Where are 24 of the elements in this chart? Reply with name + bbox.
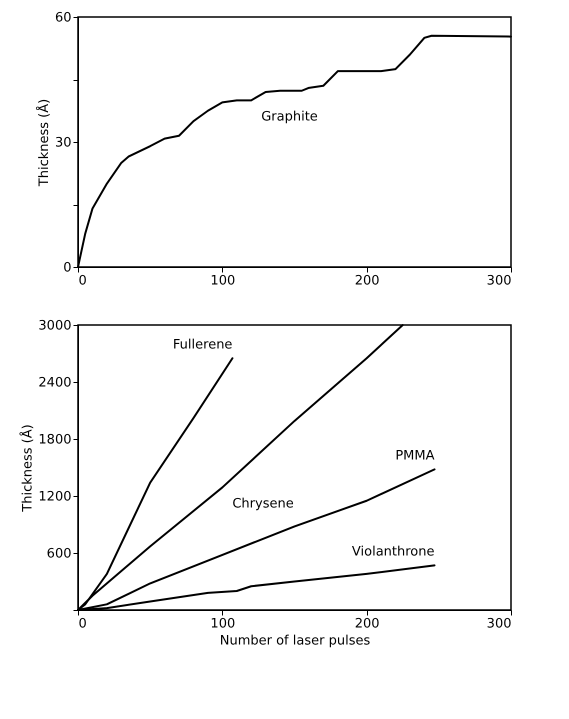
y-tick-label: 30 — [54, 136, 72, 150]
y-tick-label: 1200 — [38, 490, 72, 504]
series-label: Graphite — [261, 109, 318, 124]
y-tick-label: 3000 — [38, 318, 72, 334]
y-axis-title: Thickness (Å) — [18, 424, 36, 513]
series-label: Chrysene — [232, 496, 294, 512]
x-tick-label: 200 — [354, 274, 380, 288]
series-label: PMMA — [395, 448, 435, 464]
y-tick-label: 1800 — [38, 432, 72, 448]
y-tick-label: 2400 — [38, 376, 72, 390]
y-tick-label: 60 — [54, 10, 72, 26]
y-tick-label: 0 — [63, 260, 72, 276]
x-tick-label: 300 — [486, 274, 512, 288]
x-tick-label: 0 — [78, 274, 87, 288]
x-tick-label: 200 — [354, 616, 380, 632]
x-tick-label: 100 — [210, 274, 236, 288]
y-tick-label: 600 — [46, 546, 72, 562]
series-label: Violanthrone — [352, 544, 435, 560]
series-label: Fullerene — [172, 337, 232, 352]
y-axis-title: Thickness (Å) — [34, 98, 52, 188]
x-tick-label: 0 — [78, 616, 87, 632]
x-tick-label: 100 — [210, 616, 236, 632]
x-tick-label: 300 — [486, 616, 512, 632]
x-axis-title: Number of laser pulses — [220, 634, 370, 648]
